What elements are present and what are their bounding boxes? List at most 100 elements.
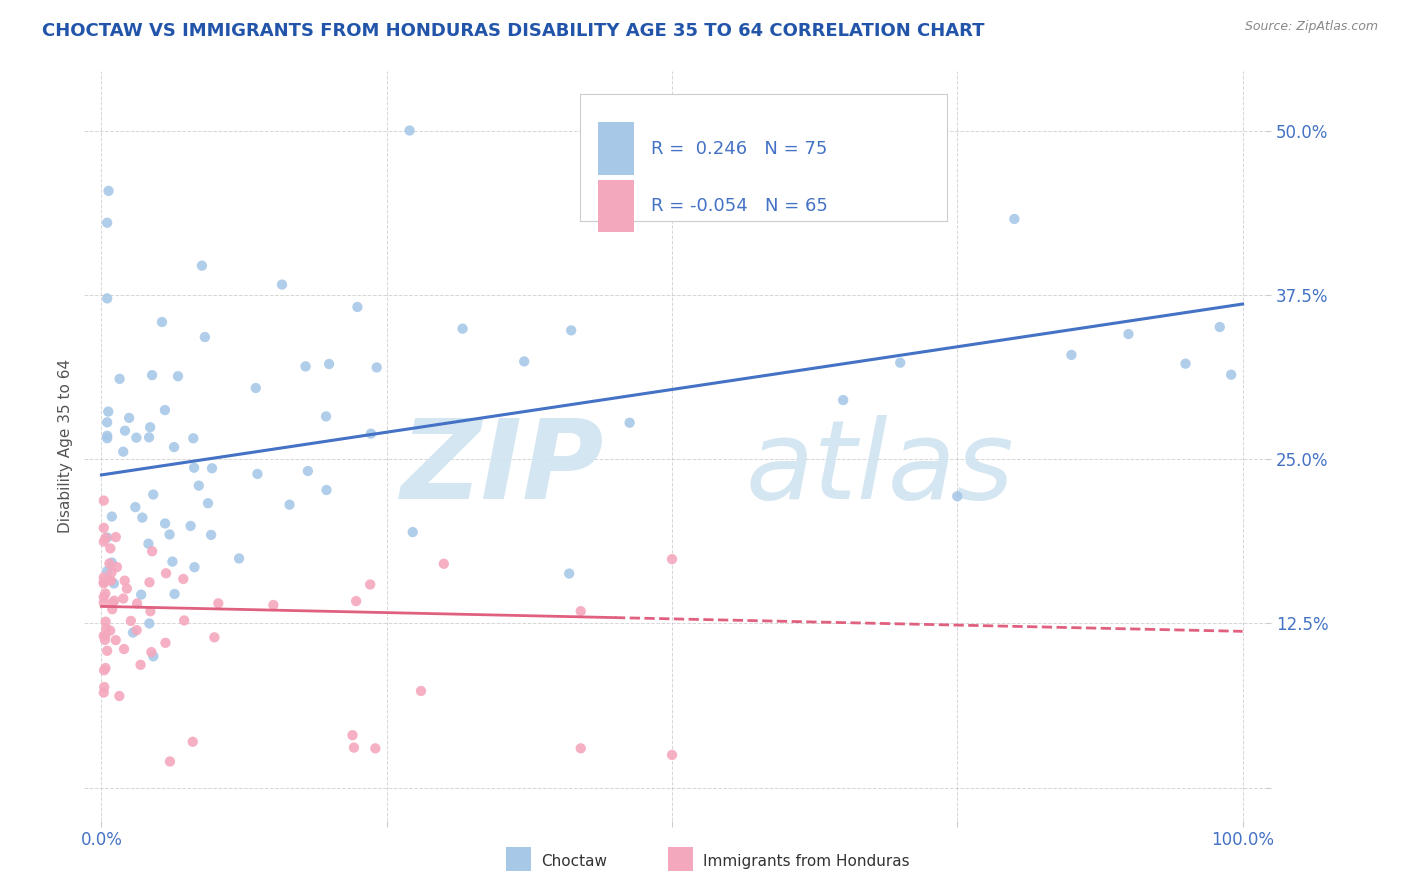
Point [172,572,194,586]
Point [98,541,121,556]
Point [315,409,337,424]
Point [451,321,474,335]
FancyBboxPatch shape [581,94,946,221]
Point [96,622,118,636]
Point [129,657,152,672]
Point [359,577,381,591]
Point [138,430,160,444]
Point [194,330,217,344]
Point [101,596,124,610]
Point [889,356,911,370]
Point [125,623,148,637]
Point [114,424,136,438]
Point [122,625,145,640]
Point [187,478,209,492]
Text: CHOCTAW VS IMMIGRANTS FROM HONDURAS DISABILITY AGE 35 TO 64 CORRELATION CHART: CHOCTAW VS IMMIGRANTS FROM HONDURAS DISA… [42,22,984,40]
Point [114,574,136,588]
Point [141,645,163,659]
Point [278,498,301,512]
Point [200,528,222,542]
Point [104,633,127,648]
Point [173,614,195,628]
Point [94,531,117,545]
Point [409,684,432,698]
Point [167,369,190,384]
Text: R =  0.246   N = 75: R = 0.246 N = 75 [651,140,828,158]
Point [97,184,120,198]
Point [138,537,160,551]
Point [93,629,115,643]
Point [246,467,269,481]
Point [103,576,125,591]
Point [98,557,121,571]
Point [1060,348,1083,362]
Point [832,393,855,408]
Point [1174,357,1197,371]
Point [207,596,229,610]
Point [619,416,641,430]
Point [96,292,118,306]
Point [94,632,117,647]
Text: Choctaw: Choctaw [541,855,607,869]
FancyBboxPatch shape [598,179,634,232]
Point [183,460,205,475]
Point [228,551,250,566]
Point [159,755,181,769]
Point [661,747,683,762]
Text: Source: ZipAtlas.com: Source: ZipAtlas.com [1244,20,1378,33]
Point [141,368,163,383]
Point [163,587,186,601]
Point [197,496,219,510]
Point [96,216,118,230]
Point [155,636,177,650]
Point [141,544,163,558]
Text: Immigrants from Honduras: Immigrants from Honduras [703,855,910,869]
FancyBboxPatch shape [598,122,634,175]
Point [159,527,181,541]
Point [108,372,131,386]
Point [93,590,115,604]
Point [101,509,124,524]
Point [513,354,536,368]
Point [112,591,135,606]
Point [202,631,225,645]
Point [366,360,388,375]
Point [108,689,131,703]
Point [153,516,176,531]
Point [155,566,177,581]
Point [94,661,117,675]
Point [344,594,367,608]
Point [96,644,118,658]
Point [100,566,122,580]
Point [946,489,969,503]
Point [94,628,117,642]
Point [402,525,425,540]
Text: ZIP: ZIP [401,415,605,522]
Point [191,259,214,273]
Point [120,614,142,628]
Point [129,588,152,602]
Point [181,735,204,749]
Point [153,403,176,417]
Point [294,359,316,374]
Point [142,649,165,664]
Point [183,560,205,574]
Point [98,624,121,638]
Point [93,493,115,508]
Point [433,557,456,571]
Point [346,300,368,314]
Point [96,564,118,578]
Point [201,461,224,475]
Point [245,381,267,395]
Point [96,429,118,443]
Point [364,741,387,756]
Point [138,575,160,590]
Point [98,574,121,588]
Point [560,323,582,337]
Point [558,566,581,581]
Point [94,586,117,600]
Text: atlas: atlas [745,415,1014,522]
Point [661,552,683,566]
Point [163,440,186,454]
Point [93,534,115,549]
